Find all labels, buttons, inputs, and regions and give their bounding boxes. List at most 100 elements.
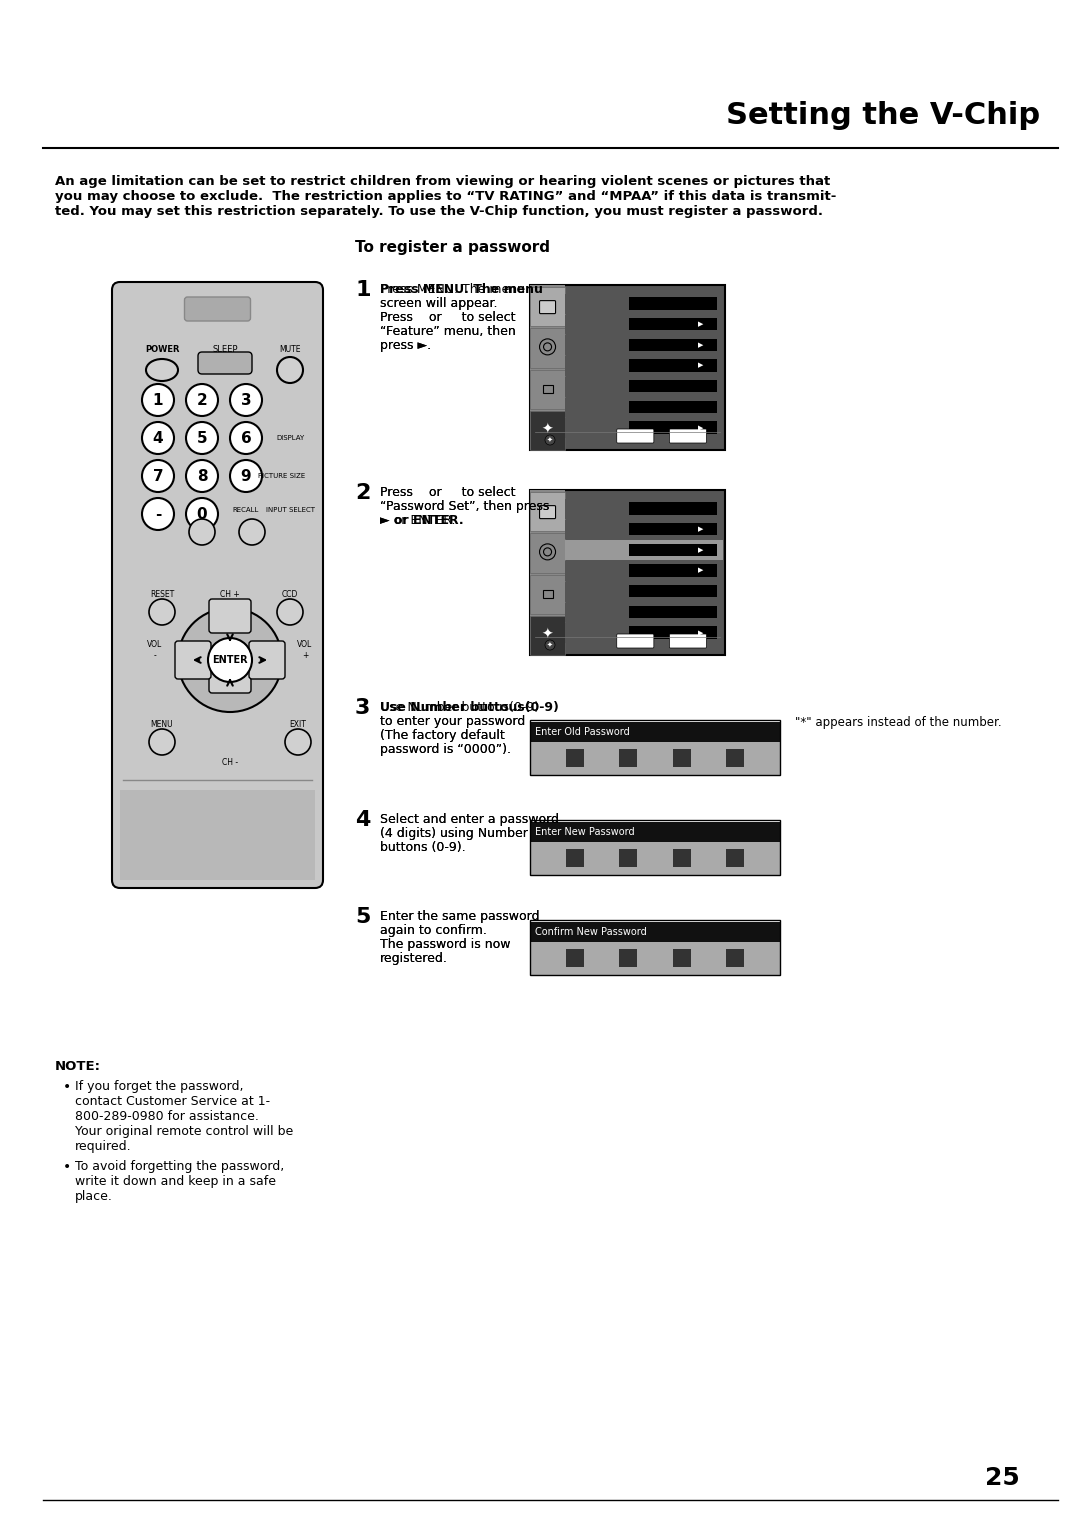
Circle shape	[186, 384, 218, 416]
Bar	[565, 336, 723, 354]
Bar	[530, 616, 565, 656]
Bar	[629, 523, 717, 535]
Bar	[629, 400, 717, 413]
Circle shape	[141, 384, 174, 416]
Text: ▶: ▶	[699, 321, 704, 327]
Bar	[629, 544, 717, 556]
Text: ▶: ▶	[699, 630, 704, 636]
Text: press ►.: press ►.	[380, 339, 431, 351]
Bar	[565, 315, 723, 335]
Bar	[565, 541, 723, 561]
Text: CCD: CCD	[282, 590, 298, 599]
Text: MUTE: MUTE	[280, 345, 300, 354]
Text: CH -: CH -	[221, 758, 238, 767]
Text: ► or ENTER.: ► or ENTER.	[380, 513, 463, 527]
Circle shape	[540, 339, 555, 354]
Text: -: -	[154, 506, 161, 521]
Circle shape	[189, 520, 215, 545]
Bar	[530, 920, 780, 975]
Circle shape	[141, 422, 174, 454]
Circle shape	[285, 729, 311, 755]
Text: (4 digits) using Number: (4 digits) using Number	[380, 827, 528, 840]
Bar	[629, 626, 717, 639]
Bar	[565, 293, 723, 313]
Text: 4: 4	[152, 431, 163, 446]
Text: Select and enter a password: Select and enter a password	[380, 813, 559, 827]
Text: ▶: ▶	[699, 342, 704, 348]
Circle shape	[276, 599, 303, 625]
Text: ▶: ▶	[699, 425, 704, 431]
Bar	[530, 370, 565, 410]
Bar	[530, 490, 725, 656]
Bar	[629, 503, 717, 515]
Text: 7: 7	[152, 469, 163, 483]
Text: ✦: ✦	[542, 628, 553, 642]
Text: To avoid forgetting the password,
write it down and keep in a safe
place.: To avoid forgetting the password, write …	[75, 1160, 284, 1203]
Bar	[530, 822, 780, 842]
Circle shape	[178, 608, 282, 712]
Text: Press MENU. The menu: Press MENU. The menu	[380, 283, 525, 296]
Text: DISPLAY: DISPLAY	[276, 435, 305, 442]
FancyBboxPatch shape	[617, 634, 653, 648]
Bar	[530, 575, 565, 614]
Bar	[565, 397, 723, 417]
Bar	[727, 749, 744, 767]
Text: If you forget the password,
contact Customer Service at 1-
800-289-0980 for assi: If you forget the password, contact Cust…	[75, 1080, 294, 1154]
Bar	[530, 287, 565, 327]
Circle shape	[545, 435, 555, 445]
Bar	[566, 949, 583, 967]
Bar	[629, 318, 717, 330]
Bar	[727, 850, 744, 866]
Text: “Password Set”, then press: “Password Set”, then press	[380, 500, 550, 513]
Text: •: •	[63, 1080, 71, 1094]
Bar	[565, 356, 723, 376]
Bar	[530, 533, 565, 573]
Circle shape	[545, 640, 555, 649]
Text: 8: 8	[197, 469, 207, 483]
Text: (The factory default: (The factory default	[380, 729, 504, 743]
Text: NOTE:: NOTE:	[55, 1060, 102, 1073]
Text: Enter New Password: Enter New Password	[535, 827, 635, 837]
Text: registered.: registered.	[380, 952, 448, 966]
Circle shape	[230, 422, 262, 454]
Text: Confirm New Password: Confirm New Password	[535, 927, 647, 937]
Text: 5: 5	[197, 431, 207, 446]
FancyBboxPatch shape	[210, 659, 251, 694]
FancyBboxPatch shape	[540, 301, 555, 313]
Text: PICTURE SIZE: PICTURE SIZE	[258, 474, 305, 478]
Text: password is “0000”).: password is “0000”).	[380, 743, 511, 756]
Bar	[530, 743, 780, 775]
Text: Enter the same password: Enter the same password	[380, 911, 540, 923]
Text: The password is now: The password is now	[380, 938, 511, 950]
Text: registered.: registered.	[380, 952, 448, 966]
Bar	[629, 605, 717, 619]
FancyBboxPatch shape	[540, 506, 555, 518]
Bar	[629, 359, 717, 371]
Text: ENTER: ENTER	[212, 656, 247, 665]
Text: ▶: ▶	[699, 547, 704, 553]
Bar	[565, 520, 723, 539]
Bar	[565, 582, 723, 602]
Bar	[530, 329, 565, 368]
Text: to enter your password: to enter your password	[380, 715, 525, 727]
Text: The password is now: The password is now	[380, 938, 511, 950]
Text: buttons (0-9).: buttons (0-9).	[380, 840, 465, 854]
Text: 4: 4	[355, 810, 370, 830]
Text: ✦: ✦	[542, 422, 553, 437]
Text: "*" appears instead of the number.: "*" appears instead of the number.	[795, 715, 1001, 729]
Bar	[619, 949, 637, 967]
Circle shape	[141, 498, 174, 530]
Bar	[530, 490, 565, 656]
Text: 25: 25	[985, 1465, 1020, 1490]
FancyBboxPatch shape	[175, 642, 211, 678]
Text: 2: 2	[197, 393, 207, 408]
Text: 2: 2	[355, 483, 370, 503]
Circle shape	[543, 342, 552, 351]
Bar	[629, 339, 717, 351]
Text: Press    or     to select: Press or to select	[380, 312, 515, 324]
Text: password is “0000”).: password is “0000”).	[380, 743, 511, 756]
Text: 9: 9	[241, 469, 252, 483]
Bar	[565, 500, 723, 518]
Text: again to confirm.: again to confirm.	[380, 924, 487, 937]
Text: RESET: RESET	[150, 590, 174, 599]
